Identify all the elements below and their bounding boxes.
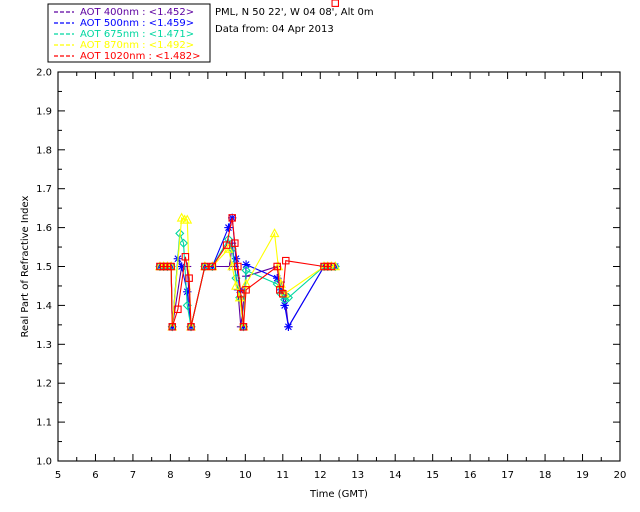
y-tick-label-2: 1.2 xyxy=(36,379,52,390)
x-tick-label-1: 6 xyxy=(92,470,98,481)
series-aot-1020nm xyxy=(156,0,340,331)
y-tick-label-6: 1.6 xyxy=(36,223,52,234)
marker-diamond xyxy=(186,322,196,332)
x-tick-label-10: 15 xyxy=(426,470,439,481)
series-aot-675nm xyxy=(155,228,340,332)
marker-square xyxy=(242,286,250,294)
marker-square xyxy=(174,305,182,314)
marker-square xyxy=(282,256,290,265)
y-tick-label-1: 1.1 xyxy=(36,418,52,429)
marker-diamond xyxy=(207,261,217,272)
marker-diamond xyxy=(178,238,189,248)
marker-square xyxy=(167,262,175,271)
marker-diamond xyxy=(280,294,290,305)
x-tick-label-13: 18 xyxy=(539,470,552,481)
marker-square xyxy=(239,323,248,331)
x-tick-label-3: 8 xyxy=(167,470,173,481)
legend-label-0: AOT 400nm : <1.452> xyxy=(80,7,194,18)
y-tick-label-5: 1.5 xyxy=(36,262,52,273)
plot-station-title: PML, N 50 22', W 04 08', Alt 0m xyxy=(215,7,374,18)
marker-square xyxy=(237,289,245,298)
marker-square xyxy=(168,323,177,331)
marker-square xyxy=(327,262,336,271)
y-tick-label-4: 1.4 xyxy=(36,301,52,312)
x-tick-label-8: 13 xyxy=(351,470,364,481)
x-tick-label-11: 16 xyxy=(464,470,477,481)
marker-square xyxy=(222,241,231,249)
y-tick-label-7: 1.7 xyxy=(36,184,52,195)
plot-date-subtitle: Data from: 04 Apr 2013 xyxy=(215,24,334,35)
y-tick-label-10: 2.0 xyxy=(36,68,52,79)
marker-triangle xyxy=(182,214,193,224)
marker-square xyxy=(201,262,209,271)
x-axis-title: Time (GMT) xyxy=(309,489,368,500)
x-tick-label-7: 12 xyxy=(314,470,327,481)
marker-square xyxy=(181,253,190,261)
legend-label-4: AOT 1020nm : <1.482> xyxy=(80,51,200,62)
marker-diamond xyxy=(200,261,210,272)
x-tick-label-14: 19 xyxy=(576,470,589,481)
marker-triangle xyxy=(269,228,280,238)
marker-square xyxy=(228,214,236,222)
marker-square xyxy=(208,262,217,271)
x-tick-label-9: 14 xyxy=(389,470,402,481)
x-tick-label-15: 20 xyxy=(614,470,627,481)
y-tick-label-8: 1.8 xyxy=(36,145,52,156)
legend-box xyxy=(47,3,211,63)
marker-square xyxy=(234,262,242,271)
x-tick-label-4: 9 xyxy=(205,470,211,481)
legend-label-2: AOT 675nm : <1.471> xyxy=(80,29,194,40)
marker-diamond xyxy=(241,265,251,275)
series-aot-400nm xyxy=(155,239,340,331)
y-tick-label-9: 1.9 xyxy=(36,106,52,117)
marker-triangle xyxy=(231,280,241,290)
marker-square xyxy=(185,274,193,282)
y-tick-label-0: 1.0 xyxy=(36,457,52,468)
marker-diamond xyxy=(223,234,234,244)
marker-square xyxy=(279,289,287,298)
marker-square xyxy=(331,0,340,7)
legend-label-1: AOT 500nm : <1.459> xyxy=(80,18,194,29)
x-tick-label-12: 17 xyxy=(501,470,514,481)
marker-diamond xyxy=(238,322,249,332)
marker-triangle xyxy=(241,278,252,288)
y-tick-label-3: 1.3 xyxy=(36,340,52,351)
legend-label-3: AOT 870nm : <1.492> xyxy=(80,40,194,51)
x-tick-label-0: 5 xyxy=(55,470,61,481)
x-tick-label-6: 11 xyxy=(276,470,289,481)
marker-diamond xyxy=(167,322,177,332)
x-tick-label-2: 7 xyxy=(130,470,136,481)
marker-square xyxy=(273,262,281,271)
x-tick-label-5: 10 xyxy=(239,470,252,481)
marker-square xyxy=(187,323,195,331)
y-axis-title: Real Part of Refractive Index xyxy=(20,195,31,337)
marker-square xyxy=(231,239,239,247)
series-line xyxy=(159,217,332,327)
